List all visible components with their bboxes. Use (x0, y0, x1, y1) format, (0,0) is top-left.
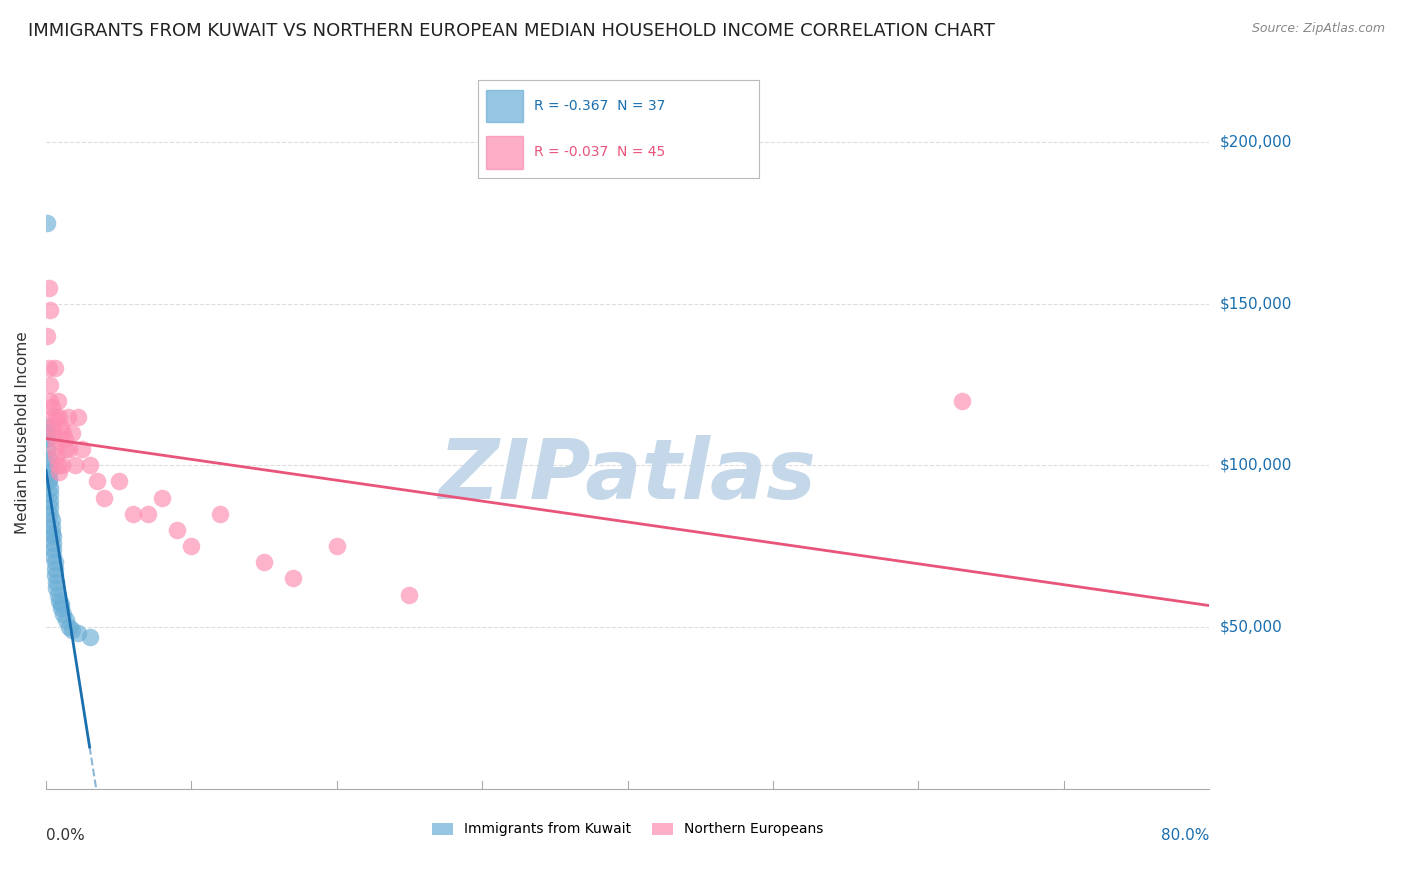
Point (180, 539, 202, 553)
Point (37, 216, 59, 230)
Point (42, 536, 65, 550)
Point (42, 419, 65, 434)
Point (166, 523, 188, 537)
Point (39, 494, 62, 508)
Point (41, 513, 63, 527)
Point (42, 542, 65, 557)
Point (39, 393, 62, 408)
Point (55, 442, 77, 457)
Point (38, 361, 60, 376)
Point (44, 433, 66, 447)
Point (46, 458, 69, 473)
Y-axis label: Median Household Income: Median Household Income (15, 332, 30, 534)
Text: ZIPatlas: ZIPatlas (439, 435, 817, 516)
Text: R = -0.037  N = 45: R = -0.037 N = 45 (534, 145, 665, 159)
Point (58, 442, 80, 457)
Point (66, 626, 89, 640)
Point (44, 442, 66, 457)
Bar (486, 136, 523, 169)
Point (326, 539, 349, 553)
Point (107, 475, 129, 489)
Text: 80.0%: 80.0% (1161, 828, 1209, 843)
Point (48, 465, 70, 479)
Point (136, 507, 159, 521)
Point (950, 393, 973, 408)
Point (45, 574, 67, 589)
Text: $50,000: $50,000 (1220, 619, 1282, 634)
Point (63, 458, 86, 473)
Point (51, 458, 73, 473)
Point (42, 529, 65, 543)
Point (39, 500, 62, 515)
Text: 0.0%: 0.0% (46, 828, 84, 843)
Point (53, 433, 76, 447)
Text: $100,000: $100,000 (1220, 458, 1292, 473)
Point (44, 361, 66, 376)
Point (48, 594, 70, 608)
Text: $150,000: $150,000 (1220, 296, 1292, 311)
Point (209, 507, 232, 521)
Point (150, 491, 173, 505)
Point (41, 526, 63, 541)
Point (58, 620, 80, 634)
Point (55, 614, 77, 628)
Point (37, 433, 59, 447)
Text: $200,000: $200,000 (1220, 135, 1292, 150)
Point (72, 442, 94, 457)
Point (86, 475, 108, 489)
Point (49, 597, 72, 611)
Point (45, 409, 67, 424)
Point (46, 588, 69, 602)
Point (52, 607, 75, 621)
Point (41, 409, 63, 424)
Point (49, 600, 72, 615)
Point (52, 425, 75, 440)
Point (39, 507, 62, 521)
Point (39, 481, 62, 495)
Point (37, 329, 59, 343)
Point (45, 449, 67, 463)
Point (38, 458, 60, 473)
Point (37, 419, 59, 434)
Point (79, 630, 101, 644)
Point (38, 475, 60, 489)
Point (66, 409, 89, 424)
Point (38, 451, 60, 466)
Point (37, 425, 59, 440)
Point (93, 491, 115, 505)
Point (46, 393, 69, 408)
Point (39, 487, 62, 501)
Point (49, 419, 72, 434)
Point (42, 425, 65, 440)
Point (38, 465, 60, 479)
Point (42, 549, 65, 563)
Point (44, 562, 66, 576)
Point (60, 425, 83, 440)
Text: Source: ZipAtlas.com: Source: ZipAtlas.com (1251, 22, 1385, 36)
Bar (486, 90, 523, 122)
Point (398, 588, 420, 602)
Point (44, 568, 66, 582)
Text: IMMIGRANTS FROM KUWAIT VS NORTHERN EUROPEAN MEDIAN HOUSEHOLD INCOME CORRELATION : IMMIGRANTS FROM KUWAIT VS NORTHERN EUROP… (28, 22, 995, 40)
Legend: Immigrants from Kuwait, Northern Europeans: Immigrants from Kuwait, Northern Europea… (426, 817, 828, 842)
Point (281, 571, 304, 585)
Text: R = -0.367  N = 37: R = -0.367 N = 37 (534, 99, 665, 112)
Point (38, 471, 60, 485)
Point (48, 409, 70, 424)
Point (41, 520, 63, 534)
Point (39, 377, 62, 392)
Point (253, 555, 276, 569)
Point (44, 555, 66, 569)
Point (79, 458, 101, 473)
Point (56, 409, 79, 424)
Point (38, 280, 60, 294)
Point (45, 581, 67, 595)
Point (41, 400, 63, 414)
Point (39, 303, 62, 318)
Point (60, 623, 83, 637)
Point (37, 442, 59, 457)
Point (122, 507, 145, 521)
